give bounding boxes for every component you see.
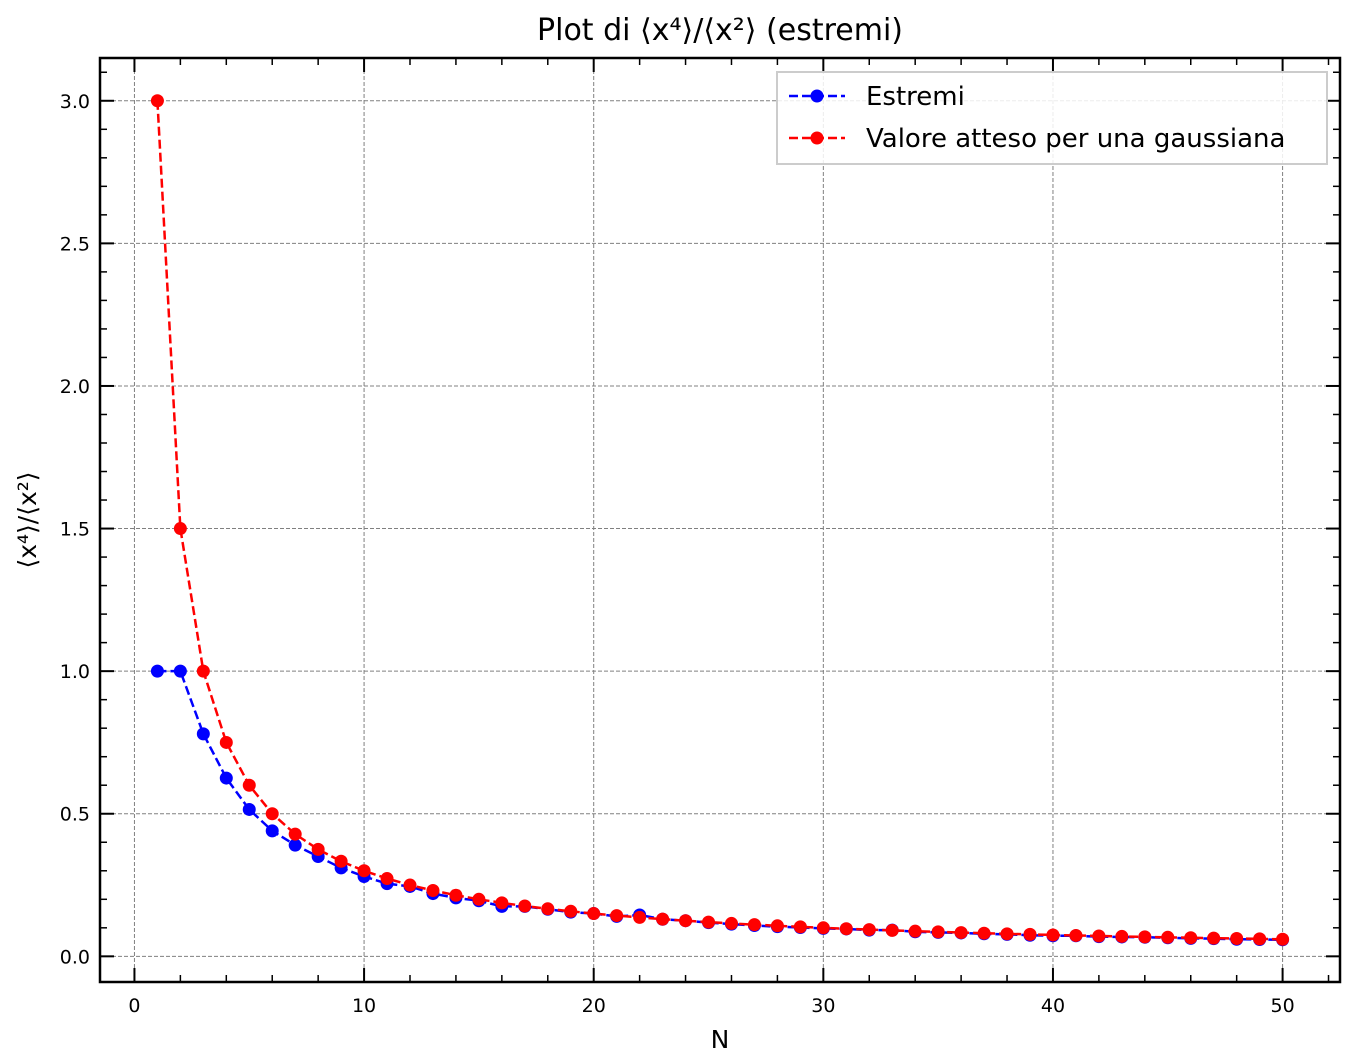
data-point: [219, 771, 233, 785]
y-tick-label: 2.5: [60, 233, 90, 255]
data-point: [633, 910, 647, 924]
data-point: [1023, 927, 1037, 941]
legend-marker-gaussiana: [810, 131, 824, 145]
data-point: [908, 924, 922, 938]
data-point: [1046, 928, 1060, 942]
data-point: [403, 878, 417, 892]
grid: [100, 58, 1340, 982]
data-point: [954, 926, 968, 940]
legend-label-gaussiana: Valore atteso per una gaussiana: [866, 124, 1285, 154]
y-axis-label: ⟨x⁴⟩/⟨x²⟩: [13, 471, 42, 568]
y-tick-label: 2.0: [60, 376, 90, 398]
x-axis-label: N: [711, 1025, 730, 1054]
series-1: [150, 94, 1290, 946]
legend-marker-estremi: [810, 89, 824, 103]
series-layer: [150, 94, 1290, 947]
y-tick-label: 3.0: [60, 91, 90, 113]
data-point: [219, 735, 233, 749]
plot-frame: [98, 56, 1342, 984]
data-point: [1230, 932, 1244, 946]
data-point: [265, 807, 279, 821]
data-point: [1000, 927, 1014, 941]
data-point: [1253, 932, 1267, 946]
data-point: [541, 902, 555, 916]
data-point: [1138, 930, 1152, 944]
data-point: [150, 94, 164, 108]
data-point: [311, 842, 325, 856]
data-point: [656, 912, 670, 926]
data-point: [885, 923, 899, 937]
tick-labels: 0 10 20 30 40 50 0.0 0.5 1.0 1.5 2.0 2.5 3.0: [60, 91, 1295, 1017]
data-point: [587, 907, 601, 921]
data-point: [1276, 932, 1290, 946]
legend-box: [776, 71, 1328, 165]
data-point: [288, 838, 302, 852]
x-tick-label: 50: [1270, 995, 1294, 1017]
y-tick-label: 1.0: [60, 661, 90, 683]
x-tick-label: 30: [811, 995, 835, 1017]
data-point: [770, 919, 784, 933]
data-point: [1115, 929, 1129, 943]
chart-title: Plot di ⟨x⁴⟩/⟨x²⟩ (estremi): [537, 13, 903, 48]
data-point: [1069, 928, 1083, 942]
legend: Estremi Valore atteso per una gaussiana: [776, 71, 1328, 165]
data-point: [242, 802, 256, 816]
data-point: [357, 864, 371, 878]
data-point: [862, 923, 876, 937]
data-point: [472, 892, 486, 906]
data-point: [242, 778, 256, 792]
data-point: [747, 918, 761, 932]
x-tick-label: 0: [128, 995, 140, 1017]
data-point: [449, 888, 463, 902]
data-point: [1184, 931, 1198, 945]
legend-label-estremi: Estremi: [866, 82, 965, 112]
y-tick-label: 1.5: [60, 519, 90, 541]
x-tick-label: 10: [352, 995, 376, 1017]
data-point: [495, 896, 509, 910]
data-point: [380, 872, 394, 886]
data-point: [816, 921, 830, 935]
y-tick-label: 0.5: [60, 804, 90, 826]
data-point: [702, 915, 716, 929]
data-point: [931, 925, 945, 939]
data-point: [173, 522, 187, 536]
data-point: [196, 727, 210, 741]
data-point: [1161, 930, 1175, 944]
data-point: [977, 926, 991, 940]
x-tick-label: 40: [1041, 995, 1065, 1017]
data-point: [426, 884, 440, 898]
data-point: [679, 914, 693, 928]
data-point: [1092, 929, 1106, 943]
x-tick-label: 20: [582, 995, 606, 1017]
data-point: [564, 904, 578, 918]
data-point: [265, 824, 279, 838]
ticks: [100, 58, 1340, 982]
data-point: [196, 664, 210, 678]
data-point: [793, 920, 807, 934]
data-point: [1207, 931, 1221, 945]
data-point: [150, 664, 164, 678]
data-point: [724, 916, 738, 930]
data-point: [173, 664, 187, 678]
y-tick-label: 0.0: [60, 946, 90, 968]
data-point: [610, 909, 624, 923]
data-point: [839, 922, 853, 936]
data-point: [288, 827, 302, 841]
data-point: [518, 899, 532, 913]
data-point: [334, 854, 348, 868]
